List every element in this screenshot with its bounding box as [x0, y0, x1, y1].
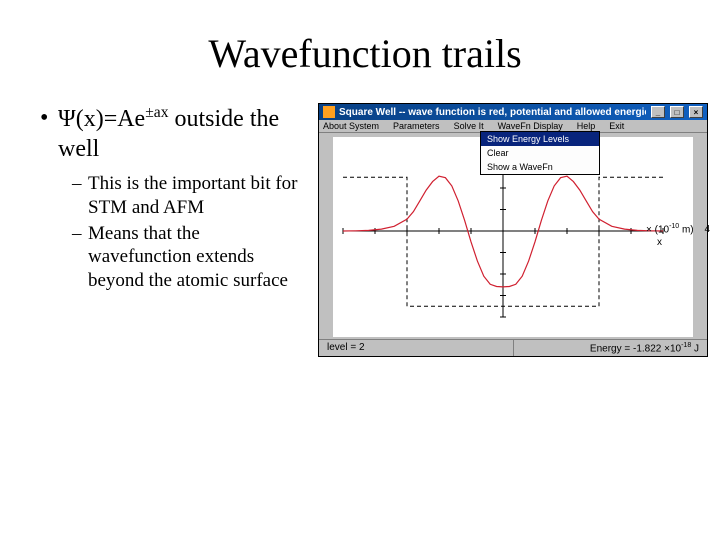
dropdown-item-3[interactable]: Show a WaveFn — [481, 160, 599, 174]
axis-suffix: m) — [679, 224, 693, 235]
statusbar: level = 2 Energy = -1.822 ×10-18 J — [319, 339, 707, 356]
menu-exit[interactable]: Exit — [607, 121, 626, 131]
dropdown-item-2[interactable]: Clear — [481, 146, 599, 160]
dropdown-item-1[interactable]: Show Energy Levels — [481, 132, 599, 146]
titlebar[interactable]: Square Well -- wave function is red, pot… — [319, 104, 707, 120]
status-level: level = 2 — [319, 340, 514, 356]
window-title: Square Well -- wave function is red, pot… — [339, 107, 646, 118]
axis-prefix: × (10 — [646, 224, 669, 235]
menu-parameters[interactable]: Parameters — [391, 121, 442, 131]
axis-exp: -10 — [669, 223, 679, 230]
status-energy-prefix: Energy = -1.822 × — [590, 343, 670, 354]
page-title: Wavefunction trails — [40, 30, 690, 77]
menu-wavefn[interactable]: WaveFn Display — [496, 121, 565, 131]
menu-help[interactable]: Help — [575, 121, 598, 131]
main-bullet: Ψ(x)=Ae±ax outside the well — [40, 103, 300, 164]
eq-base: Ψ(x)=Ae — [58, 106, 145, 132]
sub-bullet-2: Means that the wavefunction extends beyo… — [40, 222, 300, 293]
status-energy-exp: -18 — [681, 342, 691, 349]
sub-bullet-1: This is the important bit for STM and AF… — [40, 172, 300, 220]
app-icon — [323, 106, 335, 118]
dropdown-menu: Show Energy Levels Clear Show a WaveFn — [480, 131, 600, 175]
status-energy-unit: J — [691, 343, 699, 354]
menu-solveit[interactable]: Solve It — [452, 121, 486, 131]
close-button[interactable]: × — [689, 106, 703, 118]
maximize-button[interactable]: □ — [670, 106, 684, 118]
status-energy: Energy = -1.822 ×10-18 J — [514, 340, 708, 356]
svg-text:x: x — [657, 237, 662, 248]
eq-sup: ±ax — [145, 104, 168, 121]
axis-marker: 4 — [704, 224, 710, 235]
minimize-button[interactable]: _ — [651, 106, 665, 118]
menu-about[interactable]: About System — [321, 121, 381, 131]
axis-unit-label: × (10-10 m) 4 — [646, 223, 710, 235]
